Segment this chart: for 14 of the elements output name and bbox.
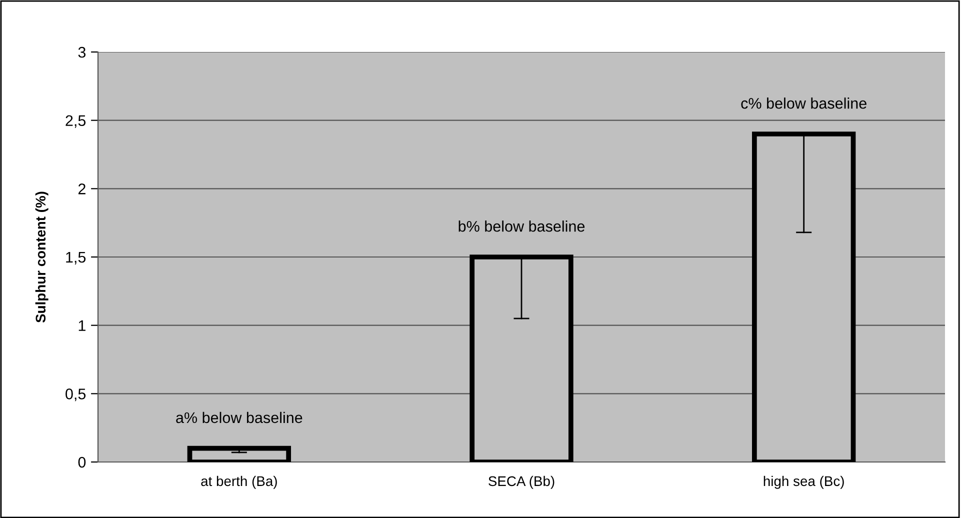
annotation: c% below baseline (741, 98, 866, 109)
annotation: a% below baseline (176, 412, 302, 424)
x-tick-label: at berth (Ba) (201, 476, 277, 489)
y-tick-label: 1,5 (66, 252, 86, 264)
y-tick-label: 0 (78, 456, 86, 468)
x-tick-label: high sea (Bc) (764, 476, 844, 489)
y-axis-title: Sulphur content (%) (35, 192, 48, 323)
annotation: b% below baseline (458, 220, 585, 232)
x-tick-label: SECA (Bb) (488, 476, 554, 489)
y-tick-label: 0,5 (66, 388, 86, 402)
y-tick-label: 2 (78, 184, 86, 194)
y-tick-label: 2,5 (66, 115, 86, 128)
y-tick-label: 3 (78, 46, 86, 58)
y-tick-label: 1 (78, 320, 86, 331)
